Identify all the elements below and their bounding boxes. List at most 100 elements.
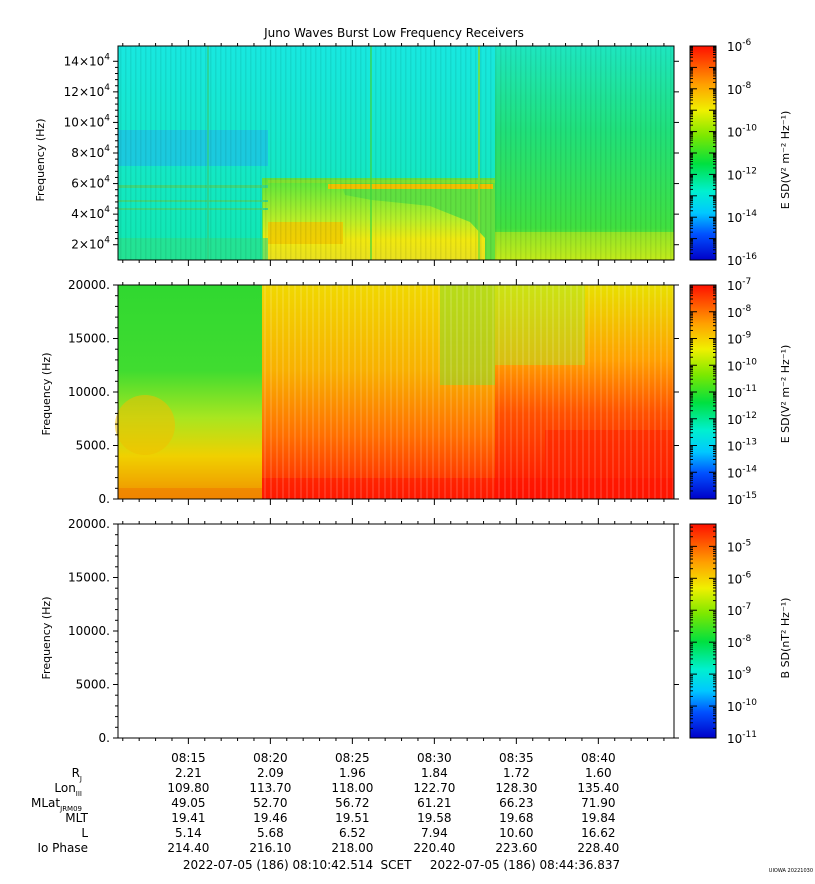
ephemeris-value: 218.00 <box>331 841 373 855</box>
ephemeris-value: 1.60 <box>585 766 612 780</box>
colorbar-tick-label: 10-8 <box>727 81 752 97</box>
colorbar-tick-label: 10-6 <box>727 38 752 54</box>
ephemeris-value: 7.94 <box>421 826 448 840</box>
panel-2-x-ticks <box>122 279 665 505</box>
ephemeris-value: 61.21 <box>417 796 451 810</box>
y-tick-label: 0. <box>99 492 110 506</box>
ephemeris-row-label: L <box>81 826 88 840</box>
ephemeris-value: 122.70 <box>413 781 455 795</box>
y-tick-label: 12×104 <box>64 83 111 99</box>
footer-tag: UIOWA 20221030 <box>769 868 813 874</box>
ephemeris-value: 216.10 <box>249 841 291 855</box>
ephemeris-value: 19.51 <box>335 811 369 825</box>
y-tick-label: 6×104 <box>71 175 110 191</box>
y-tick-label: 10×104 <box>64 113 111 129</box>
ephemeris-value: 19.46 <box>253 811 287 825</box>
panel-3-colorbar-label: B SD(nT² Hz⁻¹) <box>779 598 792 679</box>
ephemeris-value: 56.72 <box>335 796 369 810</box>
y-tick-label: 8×104 <box>71 144 110 160</box>
ephemeris-row-label: MLatJRM09 <box>31 796 82 813</box>
colorbar-tick-label: 10-13 <box>727 438 757 454</box>
panel-2-colorbar-label: E SD(V² m⁻² Hz⁻¹) <box>779 345 792 444</box>
colorbar-tick-label: 10-10 <box>727 698 757 714</box>
x-axis-time-labels: 08:15 08:20 08:25 08:30 08:35 08:40 <box>171 751 616 765</box>
colorbar-tick-label: 10-11 <box>727 730 757 746</box>
colorbar-tick-label: 10-9 <box>727 331 752 347</box>
ephemeris-value: 5.68 <box>257 826 284 840</box>
chart-title: Juno Waves Burst Low Frequency Receivers <box>263 26 524 40</box>
colorbar-tick-label: 10-14 <box>727 464 757 480</box>
time-range-middle: SCET <box>381 858 413 872</box>
colorbar-tick-label: 10-9 <box>727 666 752 682</box>
ephemeris-value: 228.40 <box>577 841 619 855</box>
ephemeris-value: 6.52 <box>339 826 366 840</box>
y-tick-label: 10000. <box>68 624 110 638</box>
time-range-start: 2022-07-05 (186) 08:10:42.514 <box>183 858 373 872</box>
x-tick-label: 08:40 <box>581 751 616 765</box>
ephemeris-value: 49.05 <box>171 796 205 810</box>
panel-1-colorbar: E SD(V² m⁻² Hz⁻¹) 10-6 10-8 10-10 10-12 10-1… <box>689 38 792 268</box>
ephemeris-value: 2.21 <box>175 766 202 780</box>
ephemeris-row-label: Io Phase <box>37 841 88 855</box>
ephemeris-value: 19.84 <box>581 811 615 825</box>
ephemeris-value: 113.70 <box>249 781 291 795</box>
ephemeris-value: 1.84 <box>421 766 448 780</box>
ephemeris-value: 52.70 <box>253 796 287 810</box>
colorbar-tick-label: 10-11 <box>727 384 757 400</box>
colorbar-tick-label: 10-7 <box>727 277 751 293</box>
ephemeris-table: RJ 2.21 2.09 1.96 1.84 1.72 1.60 LonIII 109.80 11… <box>31 766 619 855</box>
y-tick-label: 0. <box>99 731 110 745</box>
colorbar-tick-label: 10-10 <box>727 357 757 373</box>
y-tick-label: 5000. <box>76 439 110 453</box>
ephemeris-value: 135.40 <box>577 781 619 795</box>
colorbar-tick-label: 10-5 <box>727 538 751 554</box>
y-tick-label: 15000. <box>68 332 110 346</box>
panel-3-colorbar: B SD(nT² Hz⁻¹) 10-5 10-6 10-7 10-8 10-9 10-10… <box>689 523 792 746</box>
y-tick-label: 2×104 <box>71 236 110 252</box>
y-tick-label: 5000. <box>76 678 110 692</box>
y-tick-label: 4×104 <box>71 205 110 221</box>
colorbar-tick-label: 10-7 <box>727 602 751 618</box>
panel-1-x-ticks <box>122 40 665 266</box>
colorbar-tick-label: 10-10 <box>727 124 757 140</box>
x-tick-label: 08:20 <box>253 751 288 765</box>
colorbar-tick-label: 10-15 <box>727 491 757 507</box>
colorbar-tick-label: 10-16 <box>727 252 757 268</box>
x-tick-label: 08:30 <box>417 751 452 765</box>
colorbar-tick-label: 10-12 <box>727 411 757 427</box>
ephemeris-value: 66.23 <box>499 796 533 810</box>
ephemeris-value: 19.58 <box>417 811 451 825</box>
panel-3-spectrogram: 0. 5000. 10000. 15000. 20000. Frequency (Hz) <box>40 517 679 745</box>
x-tick-label: 08:25 <box>335 751 370 765</box>
ephemeris-value: 128.30 <box>495 781 537 795</box>
ephemeris-value: 19.68 <box>499 811 533 825</box>
panel-1-spectrogram: 2×104 4×104 6×104 8×104 10×104 12×104 14×104 F… <box>34 40 679 266</box>
y-tick-label: 14×104 <box>64 52 111 68</box>
panel-2-ylabel: Frequency (Hz) <box>40 353 53 436</box>
ephemeris-value: 2.09 <box>257 766 284 780</box>
ephemeris-value: 118.00 <box>331 781 373 795</box>
panel-3-ylabel: Frequency (Hz) <box>40 597 53 680</box>
ephemeris-value: 214.40 <box>167 841 209 855</box>
ephemeris-value: 71.90 <box>581 796 615 810</box>
panel-1-ylabel: Frequency (Hz) <box>34 119 47 202</box>
panel-3-x-ticks <box>122 518 665 744</box>
ephemeris-row-label: LonIII <box>54 781 82 798</box>
colorbar-tick-label: 10-8 <box>727 634 752 650</box>
ephemeris-value: 19.41 <box>171 811 205 825</box>
ephemeris-value: 5.14 <box>175 826 202 840</box>
panel-2-colorbar: E SD(V² m⁻² Hz⁻¹) 10-7 10-8 10-9 10-10 10-11… <box>689 277 792 507</box>
colorbar-tick-label: 10-12 <box>727 166 757 182</box>
colorbar-tick-label: 10-6 <box>727 570 752 586</box>
time-range-end: 2022-07-05 (186) 08:44:36.837 <box>430 858 620 872</box>
ephemeris-value: 1.72 <box>503 766 530 780</box>
ephemeris-value: 109.80 <box>167 781 209 795</box>
y-tick-label: 10000. <box>68 385 110 399</box>
ephemeris-value: 16.62 <box>581 826 615 840</box>
ephemeris-value: 1.96 <box>339 766 366 780</box>
ephemeris-row-label: MLT <box>65 811 88 825</box>
ephemeris-value: 10.60 <box>499 826 533 840</box>
colorbar-tick-label: 10-8 <box>727 304 752 320</box>
